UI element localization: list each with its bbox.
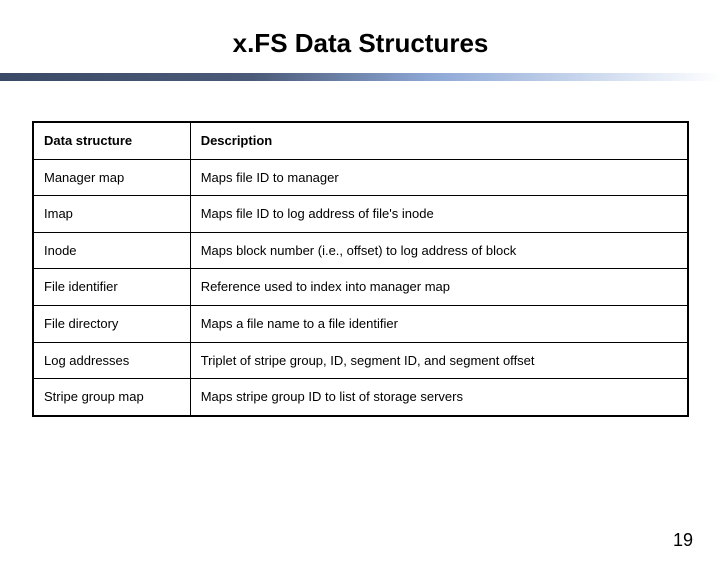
- data-structures-table-wrap: Data structure Description Manager map M…: [32, 121, 689, 417]
- table-row: File directory Maps a file name to a fil…: [33, 305, 688, 342]
- table-row: Inode Maps block number (i.e., offset) t…: [33, 232, 688, 269]
- slide: { "title": { "text": "x.FS Data Structur…: [0, 28, 721, 569]
- cell-description: Maps stripe group ID to list of storage …: [190, 379, 688, 416]
- cell-description: Reference used to index into manager map: [190, 269, 688, 306]
- data-structures-table: Data structure Description Manager map M…: [32, 121, 689, 417]
- cell-data-structure: Manager map: [33, 159, 190, 196]
- cell-description: Maps block number (i.e., offset) to log …: [190, 232, 688, 269]
- cell-data-structure: File identifier: [33, 269, 190, 306]
- cell-data-structure: File directory: [33, 305, 190, 342]
- table-row: Manager map Maps file ID to manager: [33, 159, 688, 196]
- table-row: Imap Maps file ID to log address of file…: [33, 196, 688, 233]
- col-header-description: Description: [190, 122, 688, 159]
- table-row: File identifier Reference used to index …: [33, 269, 688, 306]
- table-row: Log addresses Triplet of stripe group, I…: [33, 342, 688, 379]
- title-underline-bar: [0, 73, 721, 81]
- cell-description: Maps a file name to a file identifier: [190, 305, 688, 342]
- cell-description: Maps file ID to manager: [190, 159, 688, 196]
- cell-description: Maps file ID to log address of file's in…: [190, 196, 688, 233]
- cell-data-structure: Stripe group map: [33, 379, 190, 416]
- cell-description: Triplet of stripe group, ID, segment ID,…: [190, 342, 688, 379]
- col-header-data-structure: Data structure: [33, 122, 190, 159]
- table-row: Stripe group map Maps stripe group ID to…: [33, 379, 688, 416]
- cell-data-structure: Log addresses: [33, 342, 190, 379]
- table-header-row: Data structure Description: [33, 122, 688, 159]
- cell-data-structure: Inode: [33, 232, 190, 269]
- cell-data-structure: Imap: [33, 196, 190, 233]
- slide-title: x.FS Data Structures: [0, 28, 721, 59]
